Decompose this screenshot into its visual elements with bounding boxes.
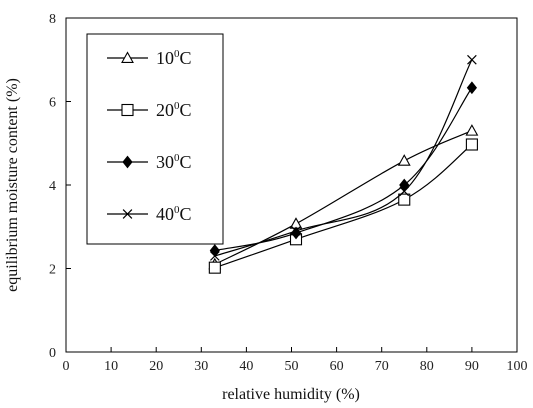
- legend-label-superscript: 0: [174, 100, 180, 112]
- legend-label-superscript: 0: [174, 48, 180, 60]
- legend-item-10C: 100C: [107, 48, 192, 68]
- legend-label-unit: C: [180, 204, 192, 224]
- x-tick-label-40: 40: [239, 359, 253, 374]
- legend-label-unit: C: [180, 48, 192, 68]
- legend-item-30C: 300C: [107, 152, 192, 172]
- series-40C: [210, 54, 477, 261]
- legend-label-superscript: 0: [174, 152, 180, 164]
- legend-item-40C: 400C: [107, 204, 192, 224]
- point-20C-33: [208, 261, 221, 274]
- legend-marker-cross: [122, 209, 133, 219]
- x-tick-label-0: 0: [63, 359, 70, 374]
- legend-marker-triangle: [121, 51, 134, 63]
- point-40C-90: [467, 54, 477, 65]
- legend-marker-diamond: [122, 155, 133, 169]
- x-axis-title: relative humidity (%): [222, 386, 360, 403]
- x-tick-label-50: 50: [285, 359, 299, 374]
- point-10C-75: [397, 154, 411, 166]
- legend-label-unit: C: [180, 100, 192, 120]
- x-tick-label-90: 90: [465, 359, 479, 374]
- y-tick-label-2: 2: [49, 263, 56, 278]
- x-tick-label-20: 20: [149, 359, 163, 374]
- legend-item-20C: 200C: [107, 100, 192, 120]
- legend-label: 300C: [156, 152, 192, 172]
- x-tick-label-10: 10: [104, 359, 118, 374]
- y-tick-label-4: 4: [49, 179, 56, 194]
- series-line-10C: [214, 130, 473, 265]
- x-tick-label-100: 100: [507, 359, 528, 374]
- point-20C-90: [465, 138, 478, 151]
- legend-label-unit: C: [180, 152, 192, 172]
- point-30C-90: [466, 81, 478, 95]
- y-tick-label-8: 8: [49, 12, 56, 27]
- x-tick-label-30: 30: [194, 359, 208, 374]
- point-40C-75: [399, 186, 410, 197]
- legend-label: 200C: [156, 100, 192, 120]
- x-tick-label-70: 70: [375, 359, 389, 374]
- legend-box: [86, 33, 224, 245]
- series-line-20C: [214, 144, 473, 269]
- legend-label-value: 40: [156, 204, 174, 224]
- legend-marker-square: [121, 103, 134, 117]
- point-40C-51: [291, 226, 301, 236]
- legend-label: 100C: [156, 48, 192, 68]
- y-tick-label-0: 0: [49, 346, 56, 361]
- y-axis-title: equilibrium moisture content (%): [4, 78, 21, 292]
- legend-label-value: 10: [156, 48, 174, 68]
- legend-label: 400C: [156, 204, 192, 224]
- y-tick-label-6: 6: [49, 96, 56, 111]
- x-tick-label-80: 80: [420, 359, 434, 374]
- point-40C-33: [210, 251, 220, 261]
- series-line-40C: [214, 59, 473, 257]
- point-20C-75: [398, 193, 411, 206]
- legend-label-value: 30: [156, 152, 174, 172]
- legend-label-superscript: 0: [174, 204, 180, 216]
- series-layer: [208, 54, 479, 274]
- x-tick-label-60: 60: [330, 359, 344, 374]
- legend-label-value: 20: [156, 100, 174, 120]
- point-10C-90: [465, 124, 479, 136]
